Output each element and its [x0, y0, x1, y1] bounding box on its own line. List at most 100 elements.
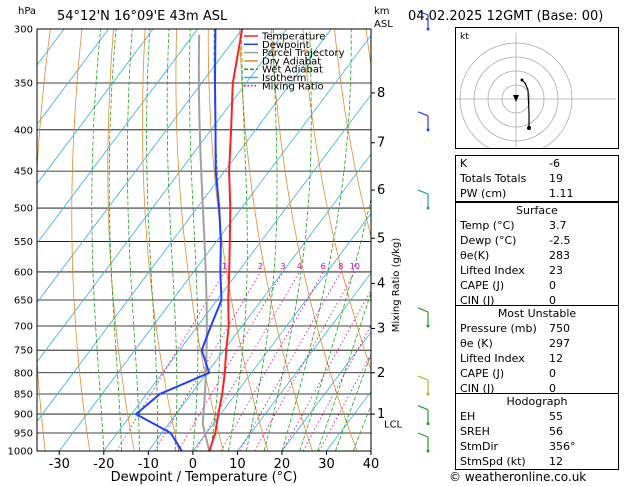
wind-barb-feather — [417, 405, 429, 411]
mixing-ratio-line — [195, 271, 300, 451]
wind-barb-base — [426, 422, 430, 426]
isotherm-line — [281, 331, 371, 451]
surface-row: CAPE (J) 0 — [460, 279, 556, 292]
pressure-tick-label: 900 — [14, 410, 33, 421]
wind-barb-feather — [417, 189, 429, 195]
legend-label: Parcel Trajectory — [262, 48, 345, 59]
dry-adiabat-line — [334, 29, 371, 239]
wind-barb-base — [426, 392, 430, 396]
mixing-ratio-label: 6 — [321, 262, 326, 271]
index-pw: PW (cm) 1.11 — [460, 187, 574, 200]
most-unstable-row: Pressure (mb) 750 — [460, 322, 570, 335]
parcel-trajectory-line — [197, 34, 211, 451]
isotherm-line — [37, 29, 243, 304]
km-tick-label: 4 — [377, 276, 385, 291]
pressure-tick-label: 600 — [14, 267, 33, 278]
wet-adiabat-line — [91, 29, 105, 451]
dry-adiabat-line — [107, 29, 135, 451]
km-tick-label: 6 — [377, 183, 385, 198]
wind-barb-feather — [417, 10, 429, 16]
surface-row: θe(K) 283 — [460, 249, 570, 262]
wet-adiabat-line — [281, 29, 352, 451]
legend-label: Mixing Ratio — [262, 81, 324, 92]
wind-barb-feather — [417, 432, 429, 438]
isotherm-line — [148, 153, 371, 451]
pressure-tick-label: 550 — [14, 237, 33, 248]
isotherm-line — [37, 29, 198, 244]
wind-barbs — [417, 10, 430, 453]
surface-row: Lifted Index 23 — [460, 264, 563, 277]
pressure-tick-label: 700 — [14, 321, 33, 332]
pressure-tick-label: 400 — [14, 125, 33, 136]
hodograph-kt-label: kt — [460, 32, 469, 42]
mixing-ratio-line — [302, 324, 371, 451]
temp-tick-label: -30 — [49, 457, 70, 472]
temp-tick-label: 10 — [229, 457, 246, 472]
dewpoint-line — [134, 29, 223, 451]
wind-barb-feather — [417, 375, 429, 381]
mixing-ratio-line — [177, 271, 284, 451]
wet-adiabat-line — [108, 29, 122, 451]
mixing-ratio-line — [318, 353, 371, 451]
storm-motion-marker — [513, 95, 519, 102]
unit-hpa: hPa — [18, 6, 36, 17]
pressure-tick-label: 300 — [14, 25, 33, 36]
temp-tick-label: 20 — [274, 457, 291, 472]
location-title: 54°12'N 16°09'E 43m ASL — [57, 9, 228, 24]
unit-asl: ASL — [374, 19, 393, 30]
dry-adiabat-line — [302, 29, 371, 371]
km-tick-label: 7 — [377, 136, 385, 151]
mixing-ratio-line — [154, 271, 261, 451]
isotherm-line — [37, 29, 154, 185]
mixing-ratio-line — [239, 271, 342, 451]
lcl-label: LCL — [384, 420, 403, 431]
mixing-ratio-label: 2 — [258, 262, 263, 271]
hodograph-trace — [521, 79, 530, 128]
isotherm-line — [192, 212, 371, 451]
pressure-tick-label: 350 — [14, 79, 33, 90]
mixing-ratio-line — [116, 271, 225, 451]
mixing-ratio-label: 4 — [297, 262, 302, 271]
wind-barb-base — [426, 324, 430, 328]
dry-adiabat-line — [619, 29, 629, 451]
isotherm-line — [37, 29, 288, 363]
pressure-tick-label: 500 — [14, 204, 33, 215]
plot-frame — [36, 28, 372, 452]
most-unstable-row: Lifted Index 12 — [460, 352, 563, 365]
km-tick-label: 3 — [377, 321, 385, 336]
isotherm-line — [37, 29, 109, 126]
wet-adiabat-line — [166, 29, 178, 451]
dry-adiabat-line — [239, 29, 313, 451]
pressure-tick-label: 800 — [14, 368, 33, 379]
dry-adiabat-line — [71, 29, 91, 451]
hodograph-plot: kt — [456, 32, 616, 156]
wet-adiabat-line — [317, 291, 371, 451]
isotherm-line — [103, 94, 371, 451]
mixing-ratio-label: 8 — [338, 262, 343, 271]
most-unstable-row: CAPE (J) 0 — [460, 367, 556, 380]
hodograph-row: EH 55 — [460, 410, 563, 423]
mixing-ratio-label: 3 — [280, 262, 285, 271]
hodograph-panel: kt — [455, 27, 619, 156]
temp-tick-label: 0 — [189, 457, 197, 472]
pressure-tick-label: 850 — [14, 390, 33, 401]
temp-tick-label: 40 — [363, 457, 380, 472]
index-totals: Totals Totals 19 — [460, 172, 563, 185]
most-unstable-title: Most Unstable — [497, 307, 577, 320]
most-unstable-row: CIN (J) 0 — [460, 382, 556, 395]
wet-adiabat-line — [228, 29, 248, 451]
indices-table: K -6 Totals Totals 19 PW (cm) 1.11 — [455, 155, 619, 202]
temp-tick-label: -10 — [138, 457, 159, 472]
mixing-ratio-label: 15 — [376, 262, 386, 271]
surface-row: Dewp (°C) -2.5 — [460, 234, 571, 247]
legend-label: Dewpoint — [262, 40, 310, 51]
wet-adiabat-line — [299, 196, 371, 451]
hodograph-row: StmSpd (kt) 12 — [460, 455, 563, 468]
mixing-ratio-label: 10 — [350, 262, 360, 271]
km-tick-label: 8 — [377, 86, 385, 101]
most-unstable-table: Most Unstable Pressure (mb) 750 θe (K) 297 L… — [455, 305, 619, 397]
wind-barb-base — [426, 27, 430, 31]
wind-barb-feather — [417, 111, 429, 117]
wind-barb-feather — [417, 307, 429, 313]
